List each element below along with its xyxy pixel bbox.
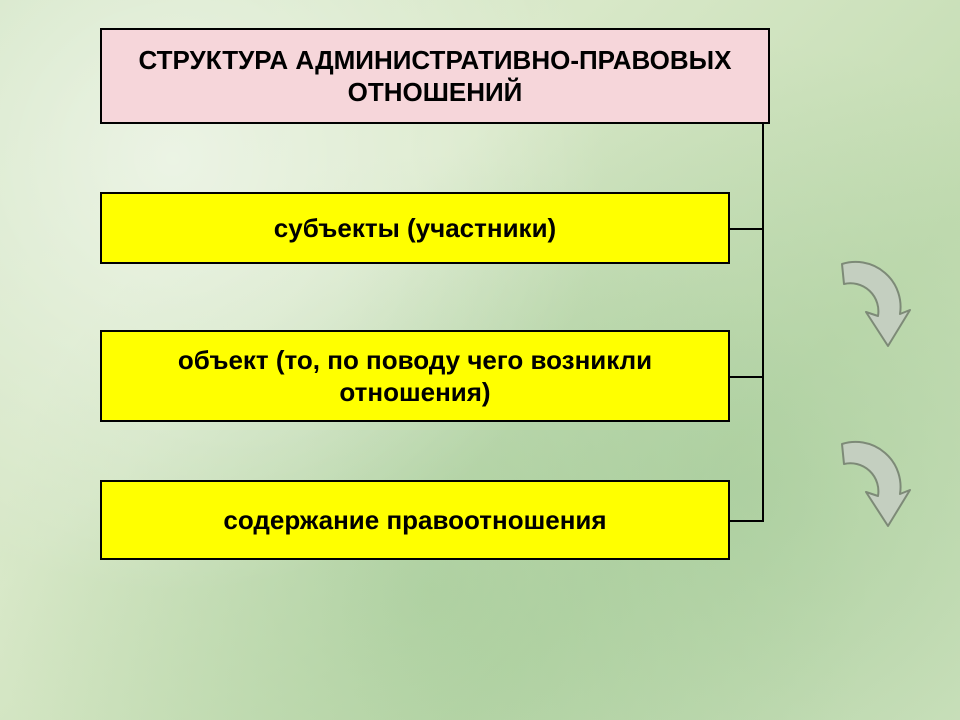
item-box-object: объект (то, по поводу чего возникли отно… (100, 330, 730, 422)
connector-branch (730, 376, 762, 378)
item-label: содержание правоотношения (223, 504, 606, 537)
item-label: субъекты (участники) (274, 212, 556, 245)
item-box-content: содержание правоотношения (100, 480, 730, 560)
item-label: объект (то, по поводу чего возникли отно… (116, 344, 714, 409)
curved-arrow-icon (802, 434, 912, 554)
connector-branch (730, 520, 762, 522)
connector-trunk (762, 124, 764, 522)
header-text: СТРУКТУРА АДМИНИСТРАТИВНО-ПРАВОВЫХ ОТНОШ… (116, 44, 754, 109)
connector-branch (730, 228, 762, 230)
curved-arrow-icon (802, 254, 912, 374)
header-box: СТРУКТУРА АДМИНИСТРАТИВНО-ПРАВОВЫХ ОТНОШ… (100, 28, 770, 124)
item-box-subjects: субъекты (участники) (100, 192, 730, 264)
